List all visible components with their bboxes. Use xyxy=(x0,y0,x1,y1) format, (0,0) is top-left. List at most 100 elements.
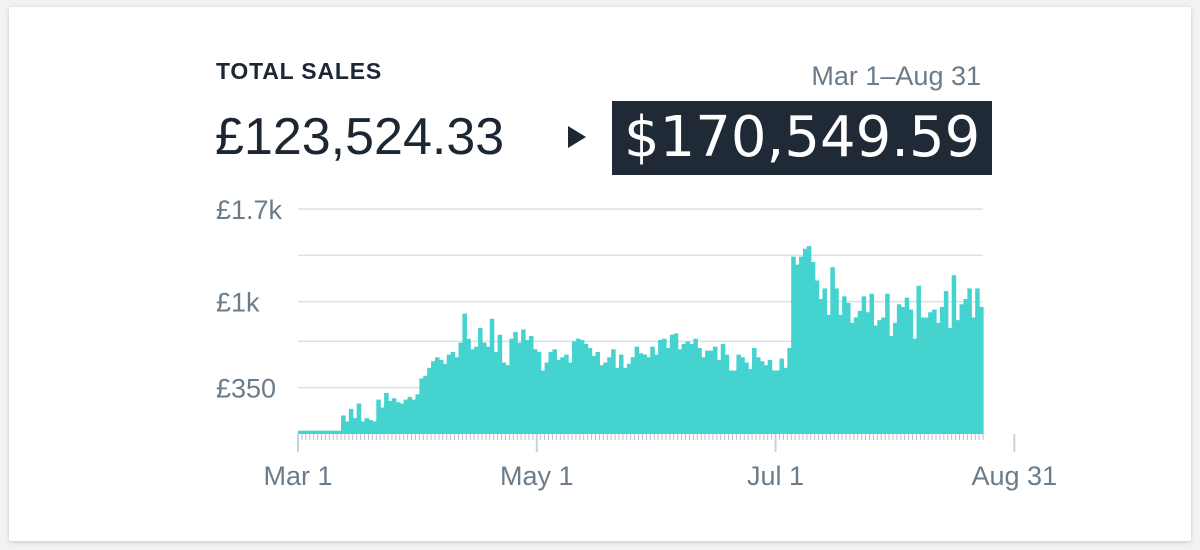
sales-bar xyxy=(583,344,589,434)
sales-bar xyxy=(485,346,491,434)
sales-bar xyxy=(411,399,417,434)
sales-bar xyxy=(908,309,914,434)
sales-bar xyxy=(591,355,597,434)
sales-bar xyxy=(892,322,898,434)
sales-bar xyxy=(442,363,448,434)
sales-bar xyxy=(838,314,843,434)
sales-bar xyxy=(446,354,452,434)
bars xyxy=(298,246,984,434)
sales-bar xyxy=(791,256,796,434)
y-tick-label: £1k xyxy=(216,288,260,318)
sales-bar xyxy=(912,338,918,434)
sales-bar xyxy=(963,299,968,434)
sales-bar xyxy=(889,336,894,434)
sales-bar xyxy=(298,430,303,434)
arrow-right-icon xyxy=(568,126,586,148)
sales-bar xyxy=(450,351,456,434)
sales-card xyxy=(9,7,1191,541)
sales-bar xyxy=(748,369,753,434)
sales-bar xyxy=(415,394,420,434)
sales-bar xyxy=(669,334,675,434)
sales-bar xyxy=(795,264,800,434)
sales-bar xyxy=(388,400,393,434)
sales-bar xyxy=(712,346,718,434)
sales-bar xyxy=(505,365,510,434)
sales-bar xyxy=(638,353,644,434)
sales-bar xyxy=(654,354,659,434)
sales-bar xyxy=(971,317,976,434)
sales-bar xyxy=(822,288,828,434)
sales-bar xyxy=(896,304,902,434)
sales-bar xyxy=(548,351,554,434)
sales-bar xyxy=(967,288,972,434)
sales-bar xyxy=(556,359,561,434)
sales-bar xyxy=(317,430,323,434)
sales-bar xyxy=(732,370,737,434)
sales-bar xyxy=(329,430,334,434)
sales-bar xyxy=(599,365,604,434)
sales-bar xyxy=(802,248,808,434)
sales-bar xyxy=(572,341,577,434)
sales-bar xyxy=(352,418,358,434)
sales-bar xyxy=(720,344,726,434)
sales-bar xyxy=(603,362,608,434)
sales-bar xyxy=(575,338,581,434)
sales-bar xyxy=(771,370,777,434)
sales-bar xyxy=(767,359,773,434)
sales-bar xyxy=(787,347,792,434)
sales-bar xyxy=(783,367,788,434)
sales-bar xyxy=(736,354,741,434)
x-tick-label: Jul 1 xyxy=(747,461,804,491)
sales-bar xyxy=(626,363,632,434)
sales-bar xyxy=(728,370,734,434)
sales-bar xyxy=(744,362,749,434)
sales-bar xyxy=(681,344,687,434)
sales-bar xyxy=(716,359,722,434)
sales-bar xyxy=(658,340,663,434)
sales-bar xyxy=(466,338,471,434)
x-tick-label: Mar 1 xyxy=(263,461,332,491)
sales-bar xyxy=(865,312,871,434)
sales-bar xyxy=(975,288,980,434)
sales-bar xyxy=(650,346,655,434)
sales-bar xyxy=(478,328,483,434)
sales-bar xyxy=(419,378,424,434)
sales-bar xyxy=(665,347,671,434)
sales-bar xyxy=(697,347,702,434)
sales-bar xyxy=(333,430,338,434)
sales-bar xyxy=(806,246,812,434)
sales-bar xyxy=(943,291,949,434)
sales-bar xyxy=(615,367,620,434)
sales-bar xyxy=(568,362,573,434)
total-usd-value: $170,549.59 xyxy=(612,101,993,175)
sales-bar xyxy=(364,418,370,434)
sales-bar xyxy=(752,347,757,434)
sales-bar xyxy=(673,333,679,434)
total-gbp-value: £123,524.33 xyxy=(215,108,505,166)
sales-bar xyxy=(525,340,530,434)
x-tick-label: May 1 xyxy=(500,461,574,491)
sales-bar xyxy=(532,349,538,434)
sales-bar xyxy=(916,285,921,434)
sales-bar xyxy=(474,346,479,434)
sales-bar xyxy=(391,398,397,434)
sales-bar xyxy=(842,296,847,434)
sales-bar xyxy=(693,338,698,434)
sales-bar xyxy=(662,338,667,434)
sales-bar xyxy=(341,415,346,434)
sales-bar xyxy=(513,332,518,434)
sales-bar xyxy=(724,354,730,434)
sales-bar xyxy=(321,430,326,434)
sales-bar xyxy=(740,357,745,434)
sales-bar xyxy=(951,275,957,434)
sales-bar xyxy=(846,302,851,434)
sales-bar xyxy=(384,392,389,434)
sales-bar xyxy=(579,340,585,434)
sales-bar xyxy=(924,317,929,434)
sales-bar xyxy=(947,328,953,434)
sales-bar xyxy=(814,280,820,434)
sales-bar xyxy=(560,357,565,434)
sales-bar xyxy=(544,362,550,434)
sales-bar xyxy=(403,399,409,434)
sales-bar xyxy=(368,420,373,434)
